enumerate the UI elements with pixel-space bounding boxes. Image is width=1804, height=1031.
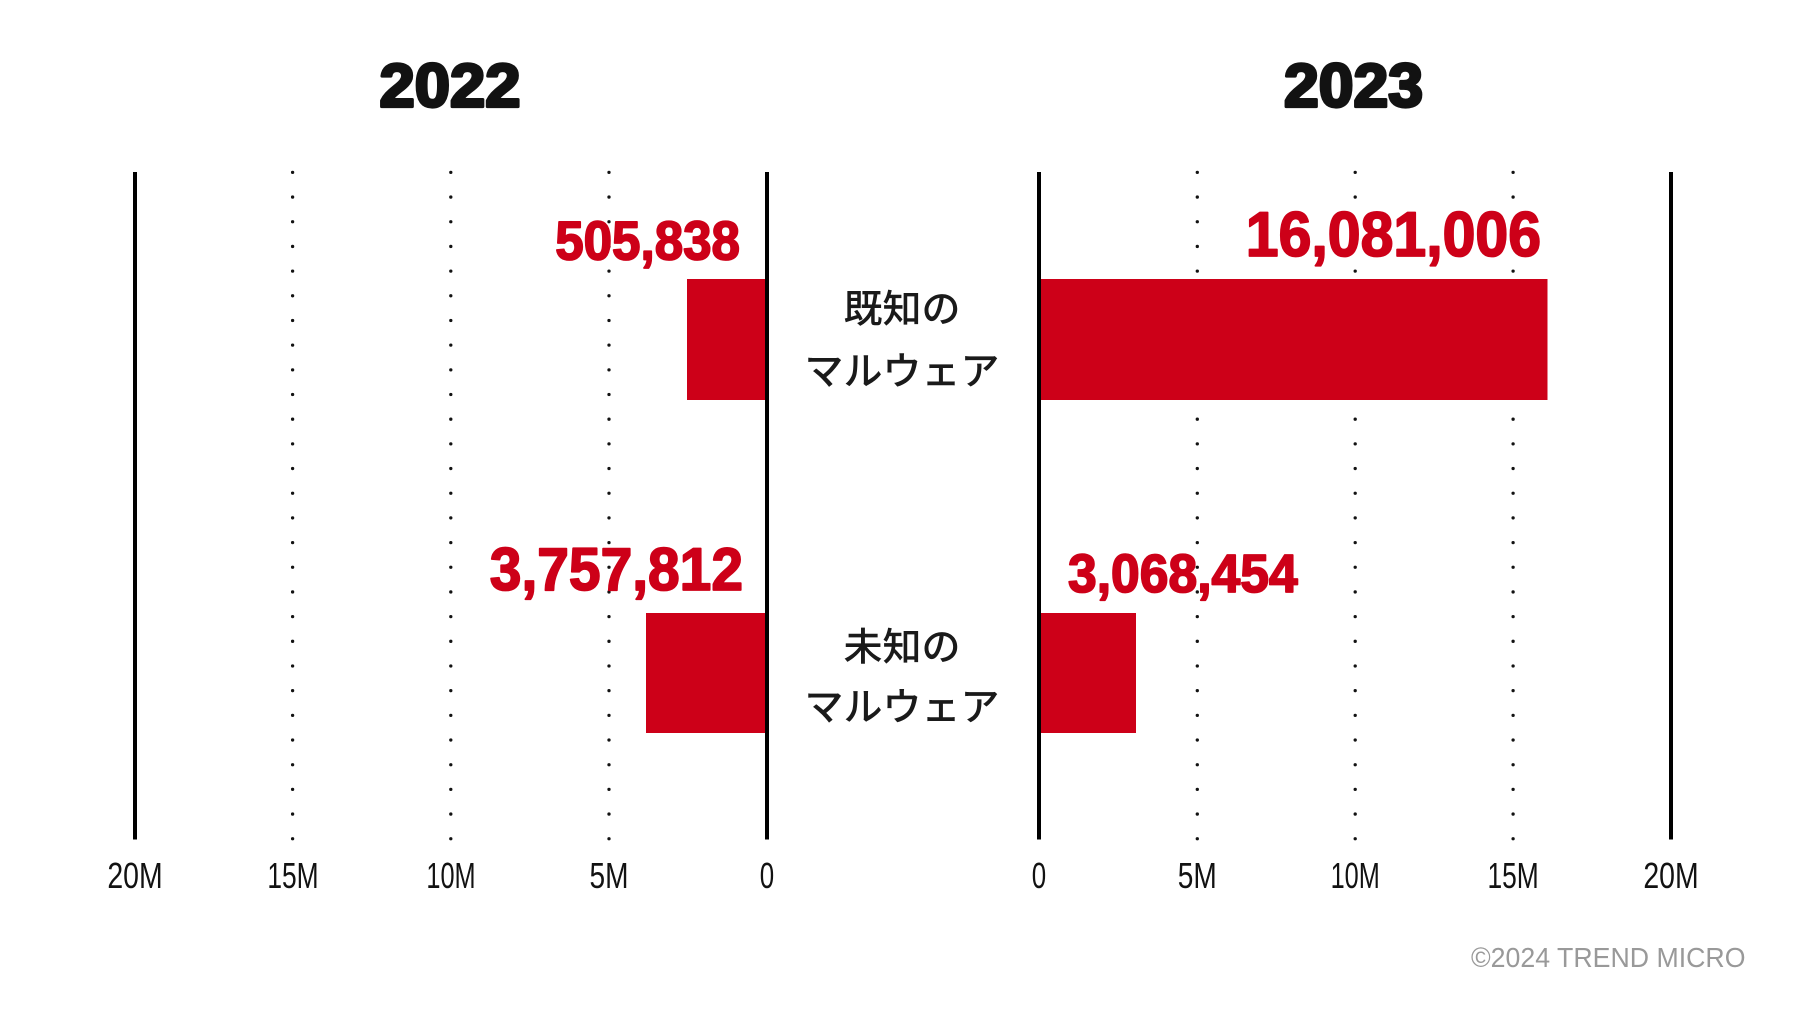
svg-text:10M: 10M [1331, 855, 1380, 896]
svg-text:0: 0 [760, 855, 774, 896]
svg-text:©2024 TREND MICRO: ©2024 TREND MICRO [1471, 942, 1746, 973]
svg-text:5M: 5M [590, 855, 629, 896]
svg-text:20M: 20M [107, 855, 162, 896]
svg-text:505,838: 505,838 [555, 210, 740, 272]
svg-text:10M: 10M [426, 855, 475, 896]
svg-text:16,081,006: 16,081,006 [1246, 200, 1541, 270]
svg-text:3,068,454: 3,068,454 [1068, 545, 1298, 604]
svg-text:5M: 5M [1178, 855, 1217, 896]
svg-text:2022: 2022 [380, 52, 521, 121]
svg-text:0: 0 [1032, 855, 1046, 896]
svg-text:15M: 15M [1487, 855, 1538, 896]
svg-text:3,757,812: 3,757,812 [490, 535, 743, 603]
svg-text:15M: 15M [267, 855, 318, 896]
svg-text:2023: 2023 [1284, 52, 1423, 121]
svg-text:20M: 20M [1643, 855, 1698, 896]
